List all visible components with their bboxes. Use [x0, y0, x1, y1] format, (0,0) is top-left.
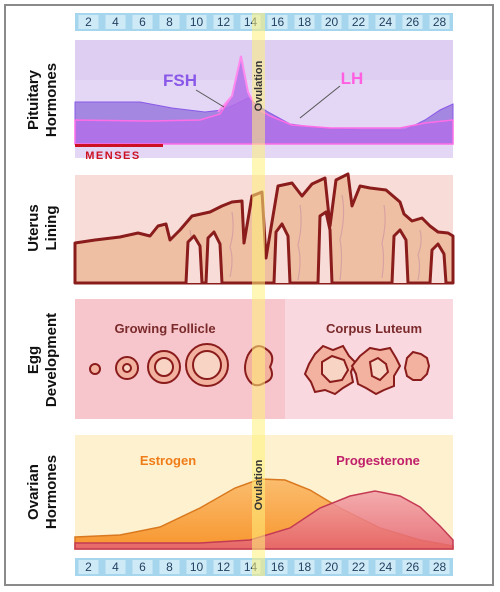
menses-label: MENSES [85, 150, 140, 162]
bottom-day-label: 6 [139, 560, 146, 574]
bottom-day-box [105, 560, 126, 574]
bottom-day-label: 28 [433, 560, 447, 574]
bottom-day-label: 2 [85, 560, 92, 574]
top-day-label: 20 [325, 15, 339, 29]
bottom-day-box [294, 560, 315, 574]
top-day-label: 16 [271, 15, 285, 29]
menses-bar [75, 144, 163, 147]
fsh-label: FSH [163, 71, 197, 90]
bottom-day-label: 18 [298, 560, 312, 574]
bottom-day-label: 16 [271, 560, 285, 574]
row-label-pituitary-line1: Pituitary [25, 69, 42, 130]
top-day-box [267, 15, 288, 29]
bottom-day-box [375, 560, 396, 574]
bottom-day-box [267, 560, 288, 574]
top-day-label: 28 [433, 15, 447, 29]
top-day-label: 6 [139, 15, 146, 29]
top-day-label: 26 [406, 15, 420, 29]
top-day-box [213, 15, 234, 29]
bottom-day-box [78, 560, 99, 574]
top-day-box [375, 15, 396, 29]
bottom-day-box [159, 560, 180, 574]
bottom-day-box [429, 560, 450, 574]
row-label-ovarian-line1: Ovarian [25, 464, 42, 520]
ovulation-label-top: Ovulation [253, 60, 265, 111]
top-day-label: 24 [379, 15, 393, 29]
top-day-box [348, 15, 369, 29]
top-day-box [132, 15, 153, 29]
lh-curve [74, 55, 454, 145]
bottom-day-label: 22 [352, 560, 366, 574]
estrogen-label: Estrogen [140, 453, 196, 468]
ovulation-highlight [252, 13, 265, 576]
fsh-pointer [195, 89, 225, 108]
bottom-day-label: 4 [112, 560, 119, 574]
top-day-label: 2 [85, 15, 92, 29]
row-labels: Pituitary Hormones Uterus Lining Egg Dev… [25, 63, 60, 529]
bottom-day-label: 12 [217, 560, 231, 574]
lh-pointer [299, 85, 341, 119]
bottom-day-box [213, 560, 234, 574]
top-day-label: 22 [352, 15, 366, 29]
top-day-label: 18 [298, 15, 312, 29]
top-day-box [429, 15, 450, 29]
bottom-day-label: 8 [166, 560, 173, 574]
bottom-day-label: 10 [190, 560, 204, 574]
top-day-box [186, 15, 207, 29]
top-day-label: 10 [190, 15, 204, 29]
top-day-label: 12 [217, 15, 231, 29]
top-day-box [105, 15, 126, 29]
corpus-luteum-3 [403, 350, 431, 381]
row-label-pituitary-line2: Hormones [43, 63, 60, 137]
bottom-day-box [321, 560, 342, 574]
bottom-day-box [348, 560, 369, 574]
top-day-box [321, 15, 342, 29]
row-label-ovarian-line2: Hormones [43, 455, 60, 529]
progesterone-label: Progesterone [336, 453, 420, 468]
row-label-egg-line1: Egg [25, 346, 42, 374]
bottom-day-label: 26 [406, 560, 420, 574]
row-label-uterus-line1: Uterus [25, 204, 42, 252]
bottom-day-label: 20 [325, 560, 339, 574]
bottom-day-box [402, 560, 423, 574]
ovulation-band: Ovulation Ovulation [252, 13, 265, 576]
row-label-uterus-line2: Lining [43, 206, 60, 251]
corpus-luteum-label: Corpus Luteum [326, 321, 422, 336]
top-day-box [402, 15, 423, 29]
growing-follicle-label: Growing Follicle [114, 321, 215, 336]
bottom-day-label: 24 [379, 560, 393, 574]
top-day-label: 8 [166, 15, 173, 29]
bottom-day-box [186, 560, 207, 574]
bottom-day-box [132, 560, 153, 574]
row-label-egg-line2: Development [43, 313, 60, 407]
ovulation-label-bottom: Ovulation [253, 459, 265, 510]
top-day-label: 4 [112, 15, 119, 29]
top-day-box [294, 15, 315, 29]
follicle-1 [89, 363, 101, 375]
top-day-box [159, 15, 180, 29]
top-day-box [78, 15, 99, 29]
lh-label: LH [341, 69, 364, 88]
